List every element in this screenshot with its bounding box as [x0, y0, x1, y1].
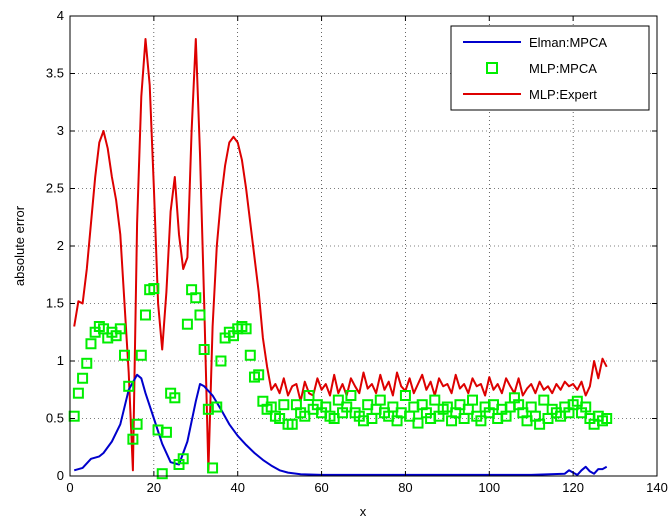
series-0: [73, 373, 608, 476]
x-tick-label: 120: [562, 480, 584, 495]
data-point: [181, 318, 193, 330]
y-tick-label: 3: [57, 123, 64, 138]
data-point: [211, 401, 223, 413]
data-point: [475, 415, 487, 427]
data-point: [399, 390, 411, 401]
data-point: [156, 468, 168, 480]
data-point: [244, 349, 256, 361]
legend-box: [450, 25, 650, 111]
data-point: [72, 387, 84, 399]
data-point: [131, 418, 143, 430]
data-point: [215, 355, 227, 367]
data-point: [85, 338, 97, 350]
data-point: [328, 413, 340, 424]
data-point: [207, 462, 219, 474]
data-point: [374, 394, 386, 406]
data-point: [114, 323, 126, 335]
data-point: [123, 380, 135, 392]
x-axis-label: x: [360, 504, 367, 519]
data-point: [534, 418, 546, 430]
data-point: [429, 394, 441, 406]
data-point: [177, 453, 189, 465]
data-point: [81, 357, 93, 369]
series-layer: [68, 38, 613, 480]
x-tick-label: 0: [66, 480, 73, 495]
data-point: [345, 390, 357, 401]
data-point: [135, 349, 147, 361]
series-1: [68, 283, 613, 480]
y-tick-label: 1.5: [46, 296, 64, 311]
data-point: [160, 426, 172, 438]
ticks: 0 20 40 60 80 100 120 140 0 0.5 1 1.5 2 2.5 3 3.5 4: [46, 8, 668, 495]
data-point: [387, 401, 399, 413]
data-point: [601, 413, 613, 424]
data-point: [77, 372, 89, 384]
x-tick-label: 60: [314, 480, 328, 495]
legend-item: MLP:Expert: [463, 87, 597, 102]
data-point: [148, 283, 160, 295]
y-tick-label: 2: [57, 238, 64, 253]
data-point: [198, 344, 210, 355]
x-tick-label: 20: [147, 480, 161, 495]
data-point: [299, 410, 311, 422]
data-point: [253, 369, 265, 381]
legend-label: Elman:MPCA: [529, 35, 607, 50]
y-tick-label: 1: [57, 353, 64, 368]
data-point: [169, 392, 181, 404]
data-point: [303, 390, 315, 401]
data-point: [580, 401, 592, 413]
legend-swatch: [486, 62, 498, 74]
data-point: [190, 292, 202, 304]
x-tick-label: 80: [398, 480, 412, 495]
data-point: [441, 401, 453, 413]
data-point: [332, 394, 344, 406]
series-line-2: [73, 38, 608, 472]
x-tick-label: 40: [230, 480, 244, 495]
y-tick-label: 3.5: [46, 66, 64, 81]
y-tick-label: 2.5: [46, 181, 64, 196]
legend: Elman:MPCA MLP:MPCA MLP:Expert: [450, 25, 650, 111]
legend-item: MLP:MPCA: [486, 61, 597, 76]
legend-label: MLP:MPCA: [529, 61, 597, 76]
data-point: [467, 394, 479, 406]
y-tick-label: 0: [57, 468, 64, 483]
data-point: [119, 349, 131, 361]
y-tick-label: 4: [57, 8, 64, 23]
y-tick-label: 0.5: [46, 411, 64, 426]
data-point: [538, 394, 550, 406]
data-point: [412, 417, 424, 429]
data-point: [127, 433, 139, 445]
x-tick-label: 100: [478, 480, 500, 495]
series-2: [73, 38, 608, 472]
series-line-0: [73, 373, 608, 476]
legend-label: MLP:Expert: [529, 87, 597, 102]
data-point: [571, 395, 583, 407]
data-point: [240, 323, 252, 335]
data-point: [278, 399, 290, 411]
legend-item: Elman:MPCA: [463, 35, 607, 50]
data-point: [286, 418, 298, 430]
x-tick-label: 140: [646, 480, 668, 495]
y-axis-label: absolute error: [12, 205, 27, 286]
data-point: [341, 401, 353, 413]
data-point: [194, 309, 206, 321]
data-point: [139, 309, 151, 321]
data-point: [274, 413, 286, 424]
